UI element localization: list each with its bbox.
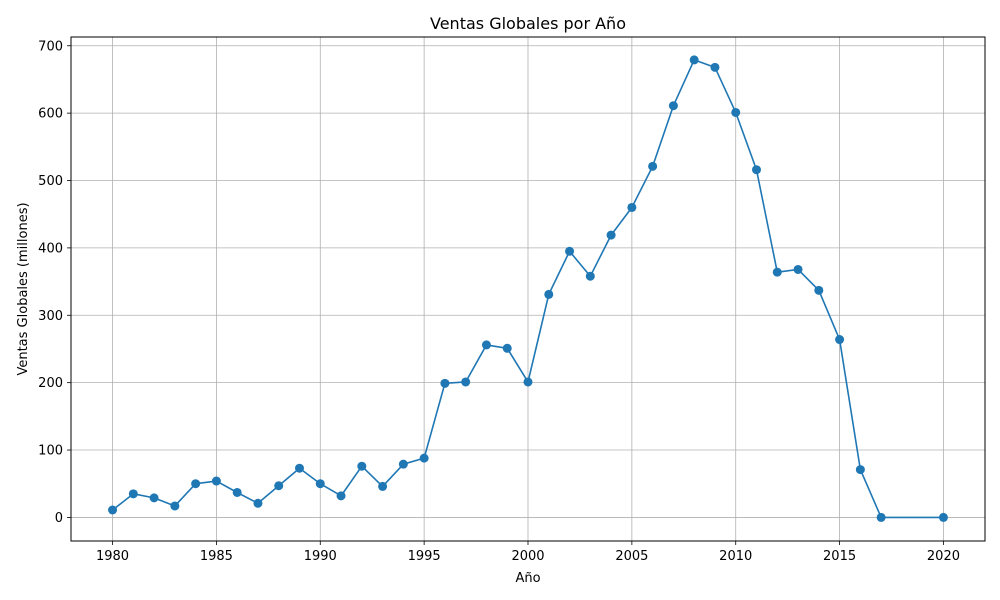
chart-title: Ventas Globales por Año	[430, 14, 626, 33]
x-tick-label: 1985	[200, 549, 233, 564]
data-point	[211, 476, 221, 486]
x-axis-ticks: 1980 1985 1990 1995 2000 2005 2010 2015 2020	[96, 541, 960, 564]
x-tick-label: 2005	[615, 549, 648, 564]
data-point	[108, 505, 118, 515]
data-point	[523, 377, 533, 387]
y-tick-label: 100	[38, 444, 63, 459]
data-point	[274, 481, 284, 491]
y-tick-label: 500	[38, 174, 63, 189]
data-point	[835, 335, 845, 345]
data-point	[149, 493, 159, 503]
y-tick-label: 300	[38, 309, 63, 324]
data-point	[419, 453, 429, 463]
data-point	[752, 165, 761, 175]
y-tick-label: 0	[55, 511, 63, 526]
y-tick-label: 400	[38, 241, 63, 256]
x-tick-label: 1995	[408, 549, 441, 564]
data-point	[876, 512, 886, 522]
x-tick-label: 2010	[719, 549, 752, 564]
data-point	[585, 271, 595, 281]
data-point	[627, 202, 637, 212]
data-point	[855, 465, 865, 475]
data-point	[253, 498, 263, 508]
data-point	[731, 107, 741, 117]
data-point	[357, 461, 367, 471]
data-point	[440, 378, 450, 388]
data-point	[295, 463, 304, 473]
x-tick-label: 2000	[511, 549, 544, 564]
x-tick-label: 2020	[927, 549, 960, 564]
x-tick-label: 1980	[96, 549, 129, 564]
data-point	[689, 55, 699, 65]
data-point	[565, 246, 575, 256]
data-point	[668, 101, 678, 111]
data-point	[232, 487, 242, 497]
y-tick-label: 700	[38, 39, 63, 54]
x-tick-label: 1990	[304, 549, 337, 564]
y-tick-label: 200	[38, 376, 63, 391]
x-tick-label: 2015	[823, 549, 856, 564]
data-point	[170, 501, 180, 511]
data-point	[378, 481, 388, 491]
data-point	[461, 377, 471, 387]
data-point	[710, 62, 720, 72]
data-point	[398, 459, 408, 469]
data-point	[315, 479, 325, 489]
data-point	[544, 289, 554, 299]
data-point	[606, 230, 616, 240]
x-axis-label: Año	[515, 571, 540, 586]
data-point	[793, 264, 803, 274]
data-point	[648, 161, 658, 171]
data-point	[481, 340, 491, 350]
data-point	[128, 489, 138, 499]
data-point	[336, 491, 346, 501]
y-tick-label: 600	[38, 107, 63, 122]
data-point	[772, 267, 782, 277]
data-point	[938, 512, 948, 522]
data-point	[814, 285, 824, 295]
series-layer	[108, 55, 948, 522]
y-axis-ticks: 0 100 200 300 400 500 600 700	[38, 39, 71, 526]
data-point	[502, 343, 512, 353]
y-axis-label: Ventas Globales (millones)	[16, 202, 31, 375]
data-point	[191, 479, 201, 489]
